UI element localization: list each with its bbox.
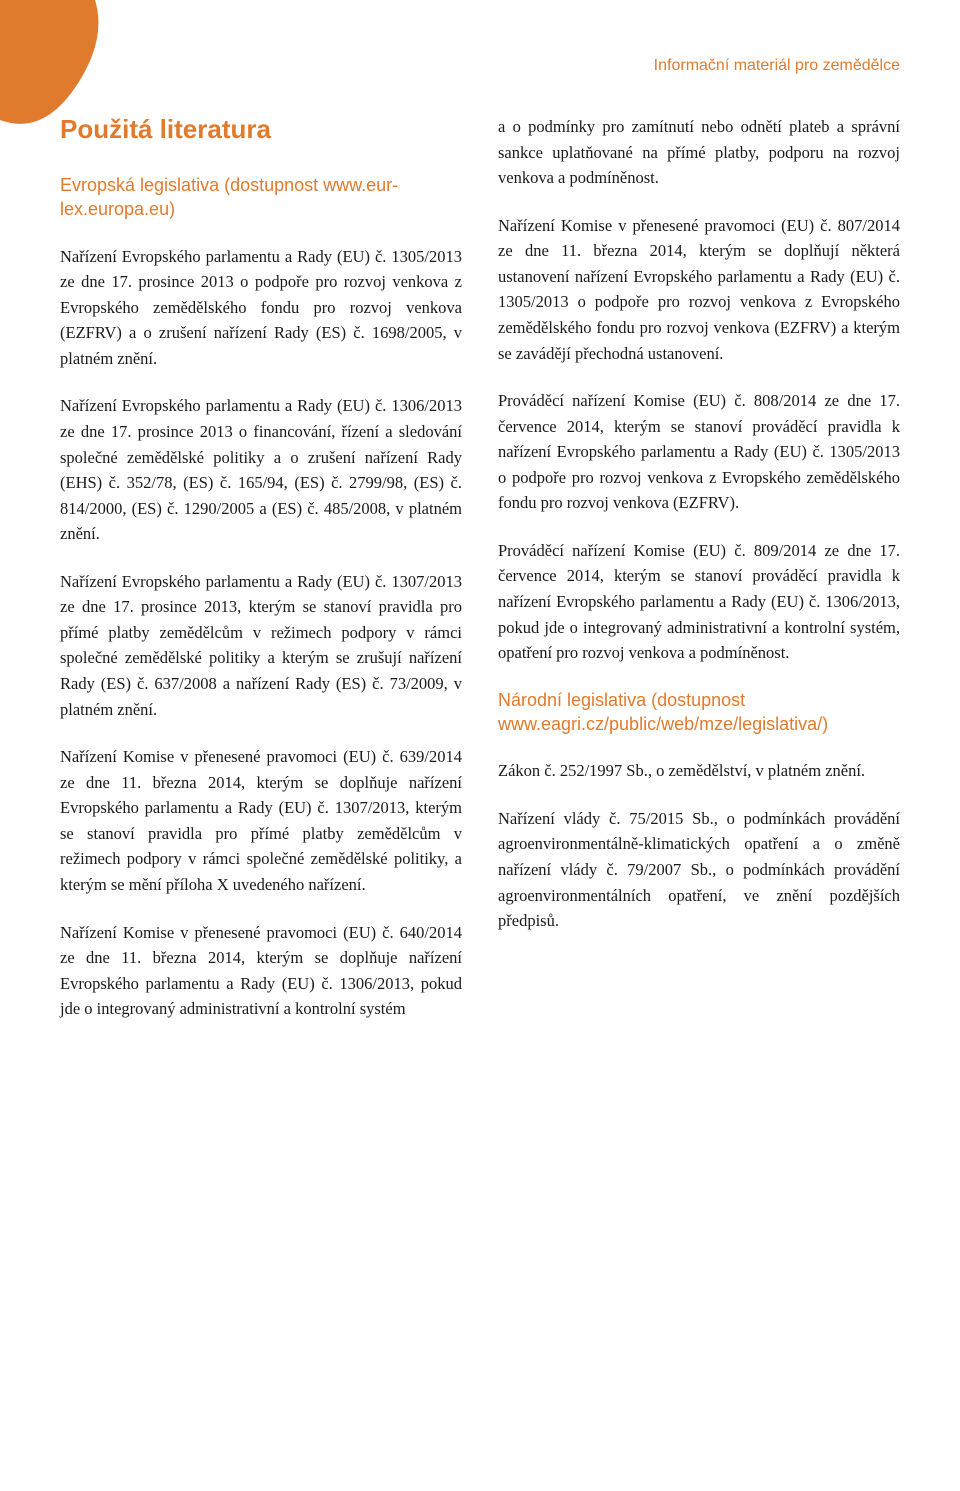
paragraph: Zákon č. 252/1997 Sb., o zemědělství, v … bbox=[498, 758, 900, 784]
left-column: Použitá literatura Evropská legislativa … bbox=[60, 114, 462, 1044]
paragraph: Prováděcí nařízení Komise (EU) č. 809/20… bbox=[498, 538, 900, 666]
paragraph: Nařízení vlády č. 75/2015 Sb., o podmínk… bbox=[498, 806, 900, 934]
page-number: 14 bbox=[60, 50, 84, 76]
page-title: Použitá literatura bbox=[60, 114, 462, 145]
paragraph: a o podmínky pro zamítnutí nebo odnětí p… bbox=[498, 114, 900, 191]
paragraph: Prováděcí nařízení Komise (EU) č. 808/20… bbox=[498, 388, 900, 516]
content-columns: Použitá literatura Evropská legislativa … bbox=[60, 114, 900, 1044]
paragraph: Nařízení Komise v přenesené pravomoci (E… bbox=[60, 920, 462, 1022]
paragraph: Nařízení Komise v přenesené pravomoci (E… bbox=[60, 744, 462, 897]
page-header: 14 Informační materiál pro zemědělce bbox=[60, 50, 900, 76]
header-subtitle: Informační materiál pro zemědělce bbox=[654, 57, 900, 75]
paragraph: Nařízení Evropského parlamentu a Rady (E… bbox=[60, 393, 462, 546]
paragraph: Nařízení Evropského parlamentu a Rady (E… bbox=[60, 244, 462, 372]
paragraph: Nařízení Komise v přenesené pravomoci (E… bbox=[498, 213, 900, 366]
section-heading-eu: Evropská legislativa (dostupnost www.eur… bbox=[60, 173, 462, 222]
right-column: a o podmínky pro zamítnutí nebo odnětí p… bbox=[498, 114, 900, 1044]
section-heading-national: Národní legislativa (dostupnost www.eagr… bbox=[498, 688, 900, 737]
paragraph: Nařízení Evropského parlamentu a Rady (E… bbox=[60, 569, 462, 722]
